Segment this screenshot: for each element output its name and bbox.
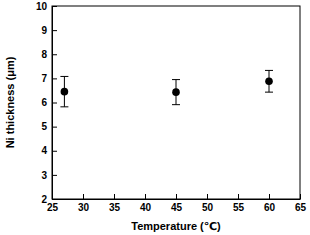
y-tick-mark [52,6,57,7]
x-tick-mark [269,194,270,199]
y-tick-label: 4 [41,145,47,156]
y-tick: 8 [41,49,57,60]
x-tick: 60 [264,194,276,213]
x-axis-title: Temperature (℃) [131,220,221,232]
y-tick-mark [52,103,57,104]
chart: 2530354045505560652345678910Temperature … [0,0,310,235]
x-tick-mark [83,194,84,199]
y-tick-mark [52,127,57,128]
y-tick-mark [52,78,57,79]
x-tick-label: 60 [264,202,276,213]
x-tick-mark [207,194,208,199]
y-tick: 9 [41,25,57,36]
x-tick-label: 35 [109,202,121,213]
y-tick-label: 10 [36,1,48,12]
y-tick-label: 2 [41,194,47,205]
point [61,88,69,96]
x-tick: 40 [140,194,152,213]
x-axis: 25 30 35 40 45 50 55 60 65 [47,194,307,213]
y-tick: 7 [41,73,57,84]
y-tick-mark [52,199,57,200]
y-tick-label: 3 [41,170,47,181]
x-tick: 65 [295,194,307,213]
x-tick-label: 45 [171,202,183,213]
y-tick-label: 9 [41,25,47,36]
y-tick-label: 8 [41,49,47,60]
data-layer [60,70,273,106]
error-bar [60,76,68,106]
plot-frame [52,6,300,199]
y-axis-title: Ni thickness (μm) [4,56,16,148]
y-tick-mark [52,54,57,55]
x-tick-mark [238,194,239,199]
point [172,88,180,96]
y-tick: 3 [41,170,57,181]
x-tick: 45 [171,194,183,213]
x-tick: 50 [202,194,214,213]
error-bar [172,80,180,105]
y-tick-label: 6 [41,97,47,108]
y-tick-label: 5 [41,121,47,132]
y-tick-mark [52,151,57,152]
y-tick-mark [52,30,57,31]
plot: 2530354045505560652345678910 [36,1,307,213]
y-tick: 4 [41,145,57,156]
y-tick: 2 [41,194,57,205]
y-tick: 5 [41,121,57,132]
x-tick-label: 25 [47,202,59,213]
x-tick-label: 40 [140,202,152,213]
y-tick-label: 7 [41,73,47,84]
y-tick-mark [52,175,57,176]
x-tick-label: 65 [295,202,307,213]
point [265,77,273,85]
x-tick-mark [145,194,146,199]
error-bar [265,70,273,92]
x-tick-mark [176,194,177,199]
x-tick: 30 [78,194,90,213]
y-tick: 10 [36,1,57,12]
x-tick: 55 [233,194,245,213]
x-tick-mark [114,194,115,199]
x-tick-mark [300,194,301,199]
x-axis-line [53,199,301,200]
x-tick-label: 55 [233,202,245,213]
x-tick-label: 50 [202,202,214,213]
y-axis: 2 3 4 5 6 7 8 9 10 [36,1,57,205]
y-tick: 6 [41,97,57,108]
x-tick: 35 [109,194,121,213]
x-tick-label: 30 [78,202,90,213]
